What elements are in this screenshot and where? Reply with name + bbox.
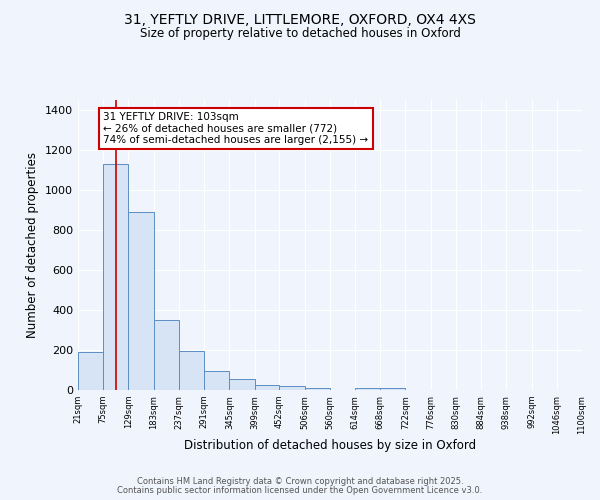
Y-axis label: Number of detached properties: Number of detached properties [26, 152, 40, 338]
Bar [154, 320, 179, 390]
Bar [380, 388, 406, 390]
Bar [305, 388, 330, 390]
Bar [204, 371, 229, 390]
Bar [128, 212, 154, 390]
Bar [78, 352, 103, 390]
Text: Contains HM Land Registry data © Crown copyright and database right 2025.: Contains HM Land Registry data © Crown c… [137, 477, 463, 486]
Text: Size of property relative to detached houses in Oxford: Size of property relative to detached ho… [140, 28, 460, 40]
Bar [229, 379, 254, 390]
Bar [355, 388, 380, 390]
Bar [103, 164, 128, 390]
Bar [280, 386, 305, 390]
X-axis label: Distribution of detached houses by size in Oxford: Distribution of detached houses by size … [184, 440, 476, 452]
Text: Contains public sector information licensed under the Open Government Licence v3: Contains public sector information licen… [118, 486, 482, 495]
Bar [179, 351, 204, 390]
Text: 31 YEFTLY DRIVE: 103sqm
← 26% of detached houses are smaller (772)
74% of semi-d: 31 YEFTLY DRIVE: 103sqm ← 26% of detache… [103, 112, 368, 145]
Bar [254, 385, 280, 390]
Text: 31, YEFTLY DRIVE, LITTLEMORE, OXFORD, OX4 4XS: 31, YEFTLY DRIVE, LITTLEMORE, OXFORD, OX… [124, 12, 476, 26]
